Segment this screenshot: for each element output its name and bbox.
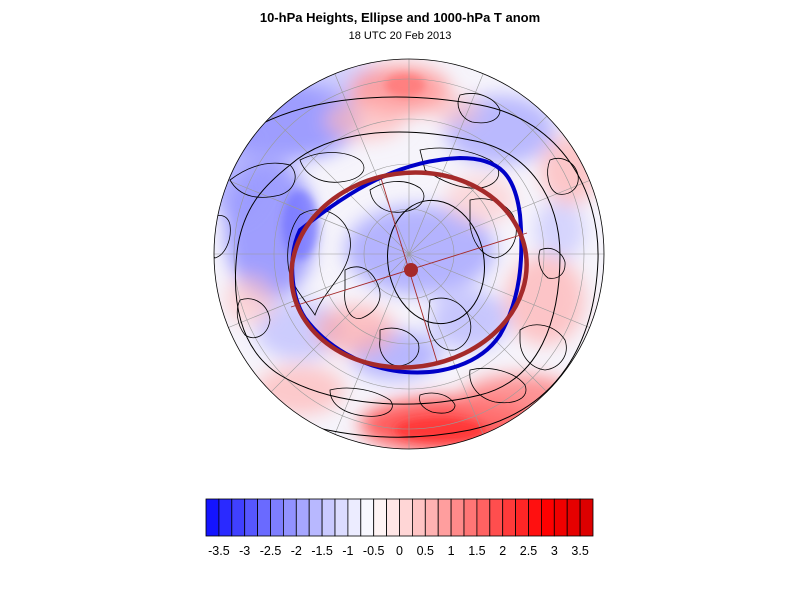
colorbar-box xyxy=(386,498,400,537)
colorbar-tick-label: -1.5 xyxy=(311,544,333,558)
colorbar-box xyxy=(347,498,362,537)
colorbar-box xyxy=(257,498,271,537)
colorbar-box xyxy=(450,498,465,537)
colorbar-box xyxy=(489,498,504,537)
polar-stereographic-map xyxy=(213,58,605,450)
ellipse-center-marker xyxy=(404,263,418,277)
colorbar-box xyxy=(528,498,542,537)
colorbar-box xyxy=(308,498,323,537)
colorbar-box xyxy=(321,498,336,537)
colorbar-box xyxy=(463,498,478,537)
globe-outline xyxy=(213,58,605,450)
colorbar-tick-label: -2.5 xyxy=(259,544,282,558)
colorbar-tick-label: -2 xyxy=(290,544,302,558)
colorbar-tick-label: -0.5 xyxy=(362,544,385,558)
colorbar-box xyxy=(502,498,517,537)
colorbar-box xyxy=(541,498,555,537)
temperature-anomaly-field xyxy=(214,59,604,449)
colorbar-box xyxy=(424,498,439,537)
colorbar-box xyxy=(295,498,310,537)
colorbar-box xyxy=(282,498,297,537)
colorbar-tick-label: 2.5 xyxy=(519,544,538,558)
colorbar-box xyxy=(334,498,349,537)
colorbar-box xyxy=(476,498,491,537)
height-contours xyxy=(214,96,599,438)
colorbar-box xyxy=(553,498,568,537)
colorbar-box xyxy=(231,498,246,537)
colorbar-box xyxy=(515,498,529,537)
colorbar-box xyxy=(360,498,375,537)
colorbar-box xyxy=(218,498,233,537)
colorbar-tick-label: 1.5 xyxy=(468,544,486,558)
chart-subtitle: 18 UTC 20 Feb 2013 xyxy=(348,30,452,42)
colorbar-box xyxy=(244,498,258,537)
colorbar-box xyxy=(437,498,452,537)
colorbar-tick-label: 2 xyxy=(499,544,507,558)
colorbar-box xyxy=(411,498,426,537)
colorbar-tick-label: 3 xyxy=(550,544,558,558)
colorbar-tick-label: 0.5 xyxy=(416,544,434,558)
colorbar-box xyxy=(566,498,581,537)
colorbar-tick-label: -3 xyxy=(239,544,251,558)
chart-title: 10-hPa Heights, Ellipse and 1000-hPa T a… xyxy=(259,10,541,25)
colorbar-box xyxy=(579,498,594,537)
colorbar-box xyxy=(270,498,284,537)
colorbar-tick-label: -1 xyxy=(342,544,354,558)
colorbar-box xyxy=(373,498,388,537)
colorbar-tick-label: 0 xyxy=(396,544,403,558)
colorbar-tick-label: 1 xyxy=(447,544,455,558)
colorbar-box xyxy=(205,498,220,537)
colorbar-tick-label: -3.5 xyxy=(208,544,230,558)
vortex-ellipse xyxy=(289,170,529,370)
colorbar-tick-label: 3.5 xyxy=(571,544,589,558)
colorbar-box xyxy=(399,498,413,537)
